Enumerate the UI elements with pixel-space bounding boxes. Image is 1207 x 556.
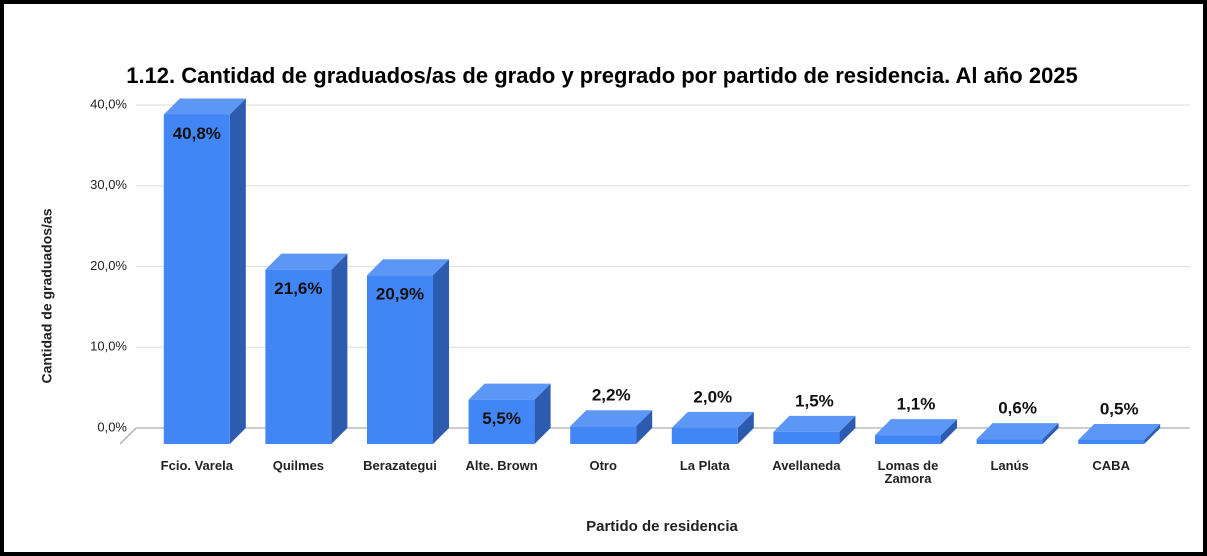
data-label: 2,2% [592, 386, 631, 405]
data-label: 5,5% [482, 409, 521, 428]
chart-title: 1.12. Cantidad de graduados/as de grado … [126, 63, 1078, 88]
y-tick-label: 0,0% [97, 419, 127, 434]
bar-front [163, 114, 230, 444]
bar [875, 419, 957, 444]
bar [163, 98, 246, 444]
bar-front [773, 431, 840, 444]
x-tick-label: La Plata [679, 458, 730, 473]
bar-side [1144, 423, 1161, 444]
bar-side [1042, 423, 1059, 444]
bar-top [976, 423, 1059, 440]
y-tick-label: 30,0% [90, 177, 127, 192]
bar-side [941, 419, 957, 444]
bar-front [265, 269, 332, 444]
data-label: 0,6% [998, 399, 1037, 418]
data-label: 40,8% [173, 124, 221, 143]
y-axis-title: Cantidad de graduados/as [39, 208, 55, 383]
bar-top [367, 259, 449, 276]
data-label: 1,5% [795, 391, 834, 410]
bar [976, 423, 1059, 444]
bar-side [839, 415, 856, 444]
bar-top [468, 383, 551, 400]
bar [671, 411, 754, 444]
bar-front [367, 275, 433, 444]
bar-side [636, 410, 653, 444]
data-label: 21,6% [274, 279, 322, 298]
data-label: 1,1% [897, 395, 936, 414]
floor-edge [119, 427, 137, 445]
bar-side [534, 383, 551, 444]
x-tick-label: Quilmes [272, 458, 325, 473]
bar-side [737, 411, 754, 444]
bar-top [773, 415, 856, 432]
bar-top [163, 98, 246, 115]
bar [1078, 423, 1161, 444]
bar-side [433, 259, 449, 444]
bar-front [875, 435, 941, 444]
bar [367, 259, 449, 444]
bar-front [671, 427, 738, 444]
bar-front [468, 399, 535, 444]
x-tick-label: Avellaneda [772, 458, 841, 473]
bar-side [331, 253, 348, 444]
bar [265, 253, 348, 444]
data-label: 20,9% [376, 285, 424, 304]
data-label: 0,5% [1100, 399, 1139, 418]
bar-top [265, 253, 348, 270]
x-tick-label: CABA [1092, 458, 1130, 473]
x-tick-label: Fcio. Varela [160, 458, 233, 473]
x-tick-label: Lanús [990, 458, 1029, 473]
bar-top [671, 411, 754, 428]
bar-front [1078, 439, 1145, 444]
bar-top [570, 410, 653, 427]
bar [773, 415, 856, 444]
bar-front [976, 439, 1043, 444]
bar-front [570, 426, 637, 444]
data-label: 2,0% [693, 387, 732, 406]
x-tick-label: Lomas de Zamora [877, 458, 939, 486]
bar [570, 410, 653, 444]
bar [468, 383, 551, 444]
bar-top [1078, 423, 1161, 440]
bar-side [229, 98, 246, 444]
y-tick-label: 20,0% [90, 258, 127, 273]
x-tick-label: Berazategui [363, 458, 437, 473]
y-tick-label: 10,0% [90, 339, 127, 354]
y-tick-label: 40,0% [90, 96, 127, 111]
x-tick-label: Alte. Brown [465, 458, 538, 473]
x-tick-label: Otro [589, 458, 617, 473]
bar-top [875, 419, 957, 436]
x-axis-title: Partido de residencia [586, 518, 738, 535]
